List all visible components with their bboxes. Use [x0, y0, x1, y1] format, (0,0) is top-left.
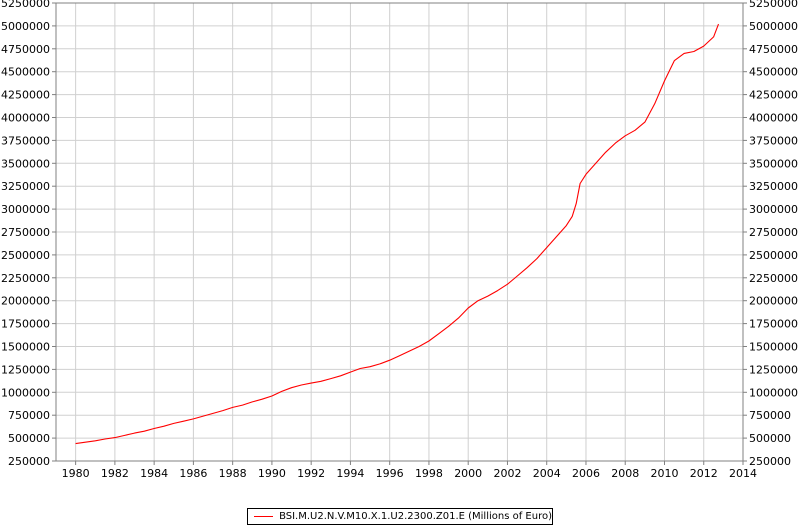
- grid-lines: [56, 3, 743, 461]
- y-tick-label-right: 1000000: [749, 386, 798, 399]
- y-tick-label-right: 1750000: [749, 318, 798, 331]
- y-tick-label-right: 3500000: [749, 157, 798, 170]
- y-tick-label-right: 2750000: [749, 226, 798, 239]
- y-tick-label-right: 4250000: [749, 89, 798, 102]
- x-tick-label: 1988: [219, 467, 247, 480]
- x-tick-label: 1986: [179, 467, 207, 480]
- y-tick-label-left: 5000000: [1, 20, 50, 33]
- y-tick-label-left: 1000000: [1, 386, 50, 399]
- y-tick-label-right: 500000: [749, 432, 791, 445]
- x-tick-label: 1990: [258, 467, 286, 480]
- y-tick-label-left: 4000000: [1, 112, 50, 125]
- y-tick-label-right: 4750000: [749, 43, 798, 56]
- y-tick-label-left: 500000: [8, 432, 50, 445]
- series-line: [75, 23, 720, 445]
- y-tick-label-right: 750000: [749, 409, 791, 422]
- series-group: [75, 23, 720, 445]
- y-tick-label-left: 250000: [8, 455, 50, 468]
- y-tick-label-right: 4500000: [749, 66, 798, 79]
- x-tick-label: 1980: [62, 467, 90, 480]
- x-axis-ticks: 1980 1982 1984 1986 1988 1990 1992 1994 1996 1998…: [62, 461, 757, 480]
- x-tick-label: 1984: [140, 467, 168, 480]
- x-tick-label: 2008: [611, 467, 639, 480]
- y-tick-label-left: 750000: [8, 409, 50, 422]
- y-tick-label-right: 1250000: [749, 363, 798, 376]
- y-tick-label-left: 1250000: [1, 363, 50, 376]
- y-axis-left-ticks: 250000 500000 750000 1000000 1250000 1500000 1…: [1, 0, 56, 468]
- y-tick-label-left: 1750000: [1, 318, 50, 331]
- x-tick-label: 2006: [572, 467, 600, 480]
- y-tick-label-left: 3250000: [1, 180, 50, 193]
- y-tick-label-left: 3000000: [1, 203, 50, 216]
- x-tick-label: 2002: [493, 467, 521, 480]
- y-tick-label-left: 1500000: [1, 341, 50, 354]
- y-tick-label-right: 5000000: [749, 20, 798, 33]
- x-tick-label: 1998: [415, 467, 443, 480]
- y-tick-label-right: 5250000: [749, 0, 798, 10]
- y-axis-right-ticks: 250000 500000 750000 1000000 1250000 1500000 1…: [743, 0, 798, 468]
- y-tick-label-right: 3250000: [749, 180, 798, 193]
- legend-series-label: BSI.M.U2.N.V.M10.X.1.U2.2300.Z01.E (Mill…: [279, 511, 552, 522]
- y-tick-label-left: 4750000: [1, 43, 50, 56]
- y-tick-label-left: 2250000: [1, 272, 50, 285]
- y-tick-label-left: 5250000: [1, 0, 50, 10]
- y-tick-label-right: 2000000: [749, 295, 798, 308]
- y-tick-label-right: 4000000: [749, 112, 798, 125]
- y-tick-label-right: 250000: [749, 455, 791, 468]
- y-tick-label-left: 4250000: [1, 89, 50, 102]
- y-tick-label-left: 2000000: [1, 295, 50, 308]
- x-tick-label: 1982: [101, 467, 129, 480]
- y-tick-label-left: 3750000: [1, 134, 50, 147]
- x-tick-label: 2004: [533, 467, 561, 480]
- x-tick-label: 1992: [297, 467, 325, 480]
- y-tick-label-left: 2500000: [1, 249, 50, 262]
- x-tick-label: 2014: [729, 467, 757, 480]
- chart-legend: BSI.M.U2.N.V.M10.X.1.U2.2300.Z01.E (Mill…: [247, 508, 553, 525]
- y-tick-label-right: 3750000: [749, 134, 798, 147]
- x-tick-label: 1994: [336, 467, 364, 480]
- y-tick-label-right: 2500000: [749, 249, 798, 262]
- y-tick-label-right: 2250000: [749, 272, 798, 285]
- y-tick-label-right: 1500000: [749, 341, 798, 354]
- x-tick-label: 2012: [690, 467, 718, 480]
- x-tick-label: 2010: [650, 467, 678, 480]
- x-tick-label: 2000: [454, 467, 482, 480]
- y-tick-label-left: 2750000: [1, 226, 50, 239]
- x-tick-label: 1996: [376, 467, 404, 480]
- y-tick-label-left: 4500000: [1, 66, 50, 79]
- y-tick-label-left: 3500000: [1, 157, 50, 170]
- y-tick-label-right: 3000000: [749, 203, 798, 216]
- legend-swatch: [254, 516, 274, 517]
